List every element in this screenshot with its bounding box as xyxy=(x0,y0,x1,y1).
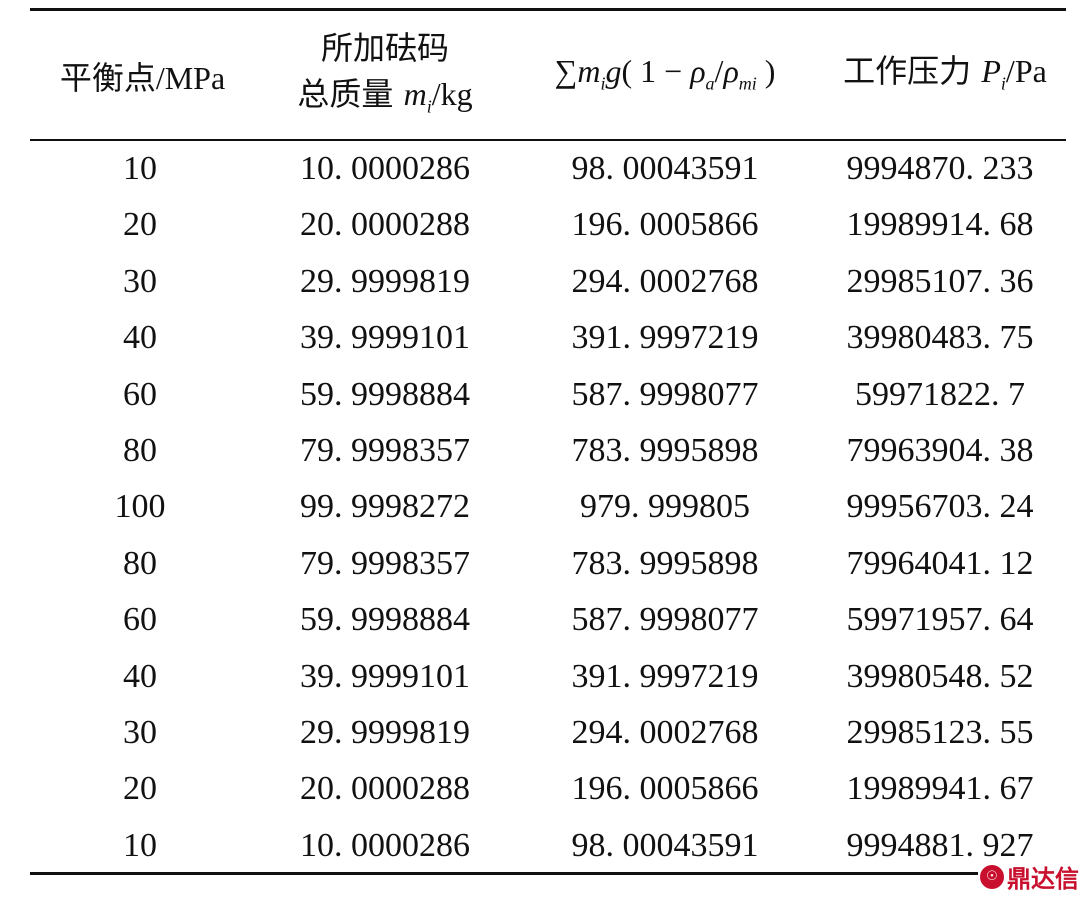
table-cell: 79964041. 12 xyxy=(846,544,1034,582)
table-cell: 391. 9997219 xyxy=(571,657,759,695)
table-cell: 294. 0002768 xyxy=(571,262,759,300)
sum-symbol: ∑ xyxy=(554,53,578,90)
sub-a: a xyxy=(705,73,715,94)
sub-mi: mi xyxy=(738,73,757,94)
table-cell: 98. 00043591 xyxy=(571,150,759,187)
table-cell: 39980548. 52 xyxy=(846,657,1034,695)
table-cell: 100 xyxy=(114,488,166,526)
table-cell: 29985107. 36 xyxy=(846,262,1034,300)
table-row: 40 39. 9999101 391. 9997219 39980483. 75 xyxy=(0,319,1080,375)
table-cell: 20 xyxy=(123,206,157,244)
table-cell: 39. 9999101 xyxy=(300,657,470,695)
header-text: 平衡点 xyxy=(59,58,156,97)
header-text: 工作压力 xyxy=(843,52,982,91)
table-row: 80 79. 9998357 783. 9995898 79964041. 12 xyxy=(0,545,1080,601)
table-cell: 783. 9995898 xyxy=(571,544,759,582)
table-cell: 59971822. 7 xyxy=(855,375,1025,413)
table-cell: 9994881. 927 xyxy=(846,826,1034,864)
table-cell: 587. 9998077 xyxy=(571,601,759,639)
table-cell: 29. 9999819 xyxy=(300,262,470,300)
table-cell: 294. 0002768 xyxy=(571,714,759,751)
header-working-pressure: 工作压力 Pi/Pa xyxy=(815,20,1075,135)
table-cell: 40 xyxy=(123,657,157,695)
header-line1: 所加砝码 xyxy=(320,29,449,68)
table-cell: 98. 00043591 xyxy=(571,826,759,864)
table-row: 20 20. 0000288 196. 0005866 19989941. 67 xyxy=(0,770,1080,826)
table-row: 80 79. 9998357 783. 9995898 79963904. 38 xyxy=(0,432,1080,488)
header-balance-point: 平衡点/MPa xyxy=(40,20,245,135)
header-sub: i xyxy=(1000,73,1006,94)
table-cell: 10 xyxy=(123,150,157,187)
table-cell: 20 xyxy=(123,770,157,808)
table-cell: 29985123. 55 xyxy=(846,714,1034,751)
table-cell: 30 xyxy=(123,714,157,751)
header-rule xyxy=(30,139,1066,141)
header-var: P xyxy=(981,53,1001,90)
table-row: 10 10. 0000286 98. 00043591 9994870. 233 xyxy=(0,150,1080,206)
table-cell: 80 xyxy=(123,432,157,469)
header-g: g xyxy=(605,53,622,90)
table-cell: 60 xyxy=(123,601,157,639)
table-cell: 196. 0005866 xyxy=(571,770,759,808)
table-cell: 10. 0000286 xyxy=(300,826,470,864)
logo-icon: ☉ xyxy=(980,864,1004,889)
header-var: m xyxy=(403,76,427,113)
table-row: 30 29. 9999819 294. 0002768 29985107. 36 xyxy=(0,263,1080,319)
table-cell: 19989941. 67 xyxy=(846,770,1034,808)
header-sub: i xyxy=(426,96,432,117)
table-row: 20 20. 0000288 196. 0005866 19989914. 68 xyxy=(0,206,1080,262)
table-cell: 20. 0000288 xyxy=(300,770,470,808)
header-total-mass: 所加砝码 总质量 mi/kg xyxy=(270,20,500,135)
top-rule xyxy=(30,8,1066,11)
table-cell: 9994870. 233 xyxy=(846,150,1034,187)
table-cell: 79963904. 38 xyxy=(846,432,1034,469)
watermark-logo: ☉ 鼎达信 xyxy=(978,859,1079,894)
table-row: 60 59. 9998884 587. 9998077 59971822. 7 xyxy=(0,376,1080,432)
table-cell: 30 xyxy=(123,262,157,300)
table-row: 30 29. 9999819 294. 0002768 29985123. 55 xyxy=(0,714,1080,770)
table-cell: 979. 999805 xyxy=(580,488,750,526)
table-cell: 391. 9997219 xyxy=(571,319,759,357)
header-buoyancy-force: ∑mig( 1 − ρa/ρmi ) xyxy=(515,20,815,135)
table-cell: 39980483. 75 xyxy=(846,319,1034,357)
table-cell: 59. 9998884 xyxy=(300,601,470,639)
table-cell: 196. 0005866 xyxy=(571,206,759,244)
table-cell: 59971957. 64 xyxy=(846,601,1034,639)
table-cell: 19989914. 68 xyxy=(846,206,1034,244)
table-row: 10 10. 0000286 98. 00043591 9994881. 927 xyxy=(0,827,1080,883)
header-close: ) xyxy=(756,53,776,90)
table-row: 100 99. 9998272 979. 999805 99956703. 24 xyxy=(0,488,1080,544)
logo-text: 鼎达信 xyxy=(1007,865,1079,893)
table-row: 40 39. 9999101 391. 9997219 39980548. 52 xyxy=(0,658,1080,714)
slash: / xyxy=(714,53,724,90)
table-row: 60 59. 9998884 587. 9998077 59971957. 64 xyxy=(0,601,1080,657)
bottom-rule xyxy=(30,872,1066,875)
header-unit: /Pa xyxy=(1005,53,1047,90)
header-unit: /MPa xyxy=(155,59,226,96)
header-sub: i xyxy=(600,73,606,94)
table-cell: 587. 9998077 xyxy=(571,375,759,413)
header-unit: /kg xyxy=(431,76,473,113)
table-cell: 29. 9999819 xyxy=(300,714,470,751)
table-cell: 40 xyxy=(123,319,157,357)
table-cell: 10 xyxy=(123,826,157,864)
table-cell: 10. 0000286 xyxy=(300,150,470,187)
table-cell: 80 xyxy=(123,544,157,582)
table-cell: 39. 9999101 xyxy=(300,319,470,357)
table-cell: 20. 0000288 xyxy=(300,206,470,244)
table-cell: 99956703. 24 xyxy=(846,488,1034,526)
table-cell: 79. 9998357 xyxy=(300,432,470,469)
table-cell: 79. 9998357 xyxy=(300,544,470,582)
table-cell: 59. 9998884 xyxy=(300,375,470,413)
rho-mi: ρ xyxy=(723,53,739,90)
table-cell: 60 xyxy=(123,375,157,413)
rho-a: ρ xyxy=(690,53,706,90)
table-cell: 783. 9995898 xyxy=(571,432,759,469)
table-cell: 99. 9998272 xyxy=(300,488,470,526)
header-line2: 总质量 xyxy=(297,75,394,114)
header-open: ( 1 − xyxy=(621,53,691,90)
header-var: m xyxy=(577,53,601,90)
